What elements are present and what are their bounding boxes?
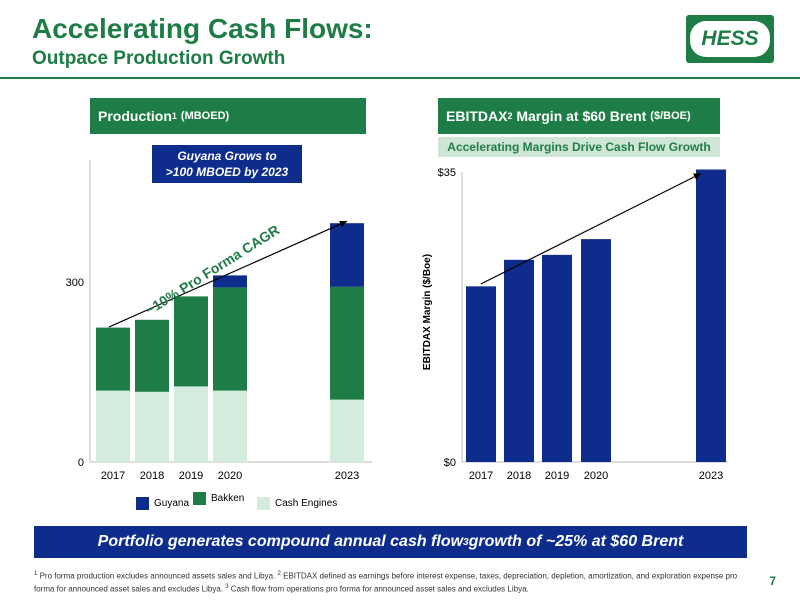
footnote: 1 Pro forma production excludes announce…: [34, 569, 758, 594]
production-cagr-label: ~10% Pro Forma CAGR: [142, 222, 282, 319]
margin-x-tick: 2017: [469, 470, 493, 482]
margin-bar: [581, 239, 611, 462]
margin-x-tick: 2023: [699, 470, 723, 482]
production-bar-cash-engines: [330, 399, 364, 462]
production-trend-arrow: [108, 220, 348, 328]
legend-label: Guyana: [154, 498, 190, 509]
footnote-sup-1: 1: [34, 571, 38, 577]
margin-bar: [466, 286, 496, 462]
guyana-callout-line2: >100 MBOED by 2023: [165, 165, 289, 179]
margin-bar: [696, 169, 726, 462]
production-x-tick: 2019: [179, 470, 203, 482]
title-divider: [0, 77, 800, 79]
legend-item: Bakken: [193, 492, 244, 505]
margin-trend-arrow: [480, 172, 702, 285]
production-x-tick: 2023: [335, 470, 359, 482]
cash-flow-banner: Portfolio generates compound annual cash…: [34, 526, 747, 558]
production-bar-guyana: [330, 223, 364, 287]
hess-logo: HESS: [686, 15, 774, 63]
legend-label: Bakken: [211, 493, 245, 504]
legend-item: Guyana: [136, 497, 189, 510]
legend-swatch: [136, 497, 149, 510]
production-bar-bakken: [96, 327, 130, 391]
production-x-tick: 2020: [218, 470, 242, 482]
margins-note: Accelerating Margins Drive Cash Flow Gro…: [438, 137, 720, 157]
production-heading-unit: (MBOED): [180, 110, 230, 122]
footnote-sup-2: 2: [277, 571, 281, 577]
production-x-tick: 2017: [101, 470, 125, 482]
production-bar-cash-engines: [135, 391, 169, 462]
page-number: 7: [769, 574, 776, 588]
legend-item: Cash Engines: [257, 497, 337, 510]
footnote-text-2: EBITDAX defined as earnings before inter…: [34, 571, 738, 594]
banner-text-before: Portfolio generates compound annual cash…: [97, 533, 464, 550]
production-heading-sup: 1: [171, 111, 177, 121]
ebitdax-heading-rest: Margin at $60 Brent: [516, 108, 647, 124]
production-y-tick: 300: [66, 277, 84, 289]
banner-sup: 3: [463, 536, 469, 548]
margin-y-label: EBITDAX Margin ($/Boe): [422, 254, 433, 370]
production-bar-bakken: [135, 319, 169, 392]
production-heading-text: Production: [98, 108, 172, 124]
production-bar-guyana: [213, 275, 247, 288]
legend-swatch: [193, 492, 206, 505]
production-bar-bakken: [213, 287, 247, 391]
margin-x-tick: 2019: [545, 470, 569, 482]
margin-bar: [542, 254, 572, 462]
margin-x-tick: 2018: [507, 470, 531, 482]
page-subtitle: Outpace Production Growth: [32, 48, 286, 69]
legend-label: Cash Engines: [275, 498, 338, 509]
guyana-callout: Guyana Grows to >100 MBOED by 2023: [152, 145, 302, 183]
footnote-sup-3: 3: [225, 583, 229, 590]
legend-swatch: [257, 497, 270, 510]
hess-logo-text: HESS: [690, 21, 770, 57]
production-bar-bakken: [174, 296, 208, 387]
production-bar-cash-engines: [213, 390, 247, 462]
ebitdax-heading-unit: ($/BOE): [650, 110, 691, 122]
production-x-tick: 2018: [140, 470, 164, 482]
page-title: Accelerating Cash Flows:: [32, 13, 373, 44]
footnote-text-3: Cash flow from operations pro forma for …: [228, 584, 529, 594]
production-panel-heading: Production 1 (MBOED): [90, 98, 366, 134]
production-y-tick: 0: [78, 457, 84, 469]
footnote-text-1: Pro forma production excludes announced …: [37, 571, 278, 581]
production-bar-cash-engines: [96, 390, 130, 462]
ebitdax-panel-heading: EBITDAX 2 Margin at $60 Brent ($/BOE): [438, 98, 720, 134]
margin-x-tick: 2020: [584, 470, 608, 482]
guyana-callout-line1: Guyana Grows to: [177, 149, 277, 163]
margin-bar: [504, 259, 534, 462]
production-bar-cash-engines: [174, 386, 208, 462]
margin-y-tick: $35: [438, 167, 456, 179]
ebitdax-heading-sup: 2: [507, 111, 513, 121]
margin-y-tick: $0: [444, 457, 456, 469]
ebitdax-heading-text: EBITDAX: [446, 108, 508, 124]
production-bar-bakken: [330, 286, 364, 400]
banner-text-after: growth of ~25% at $60 Brent: [468, 533, 684, 550]
